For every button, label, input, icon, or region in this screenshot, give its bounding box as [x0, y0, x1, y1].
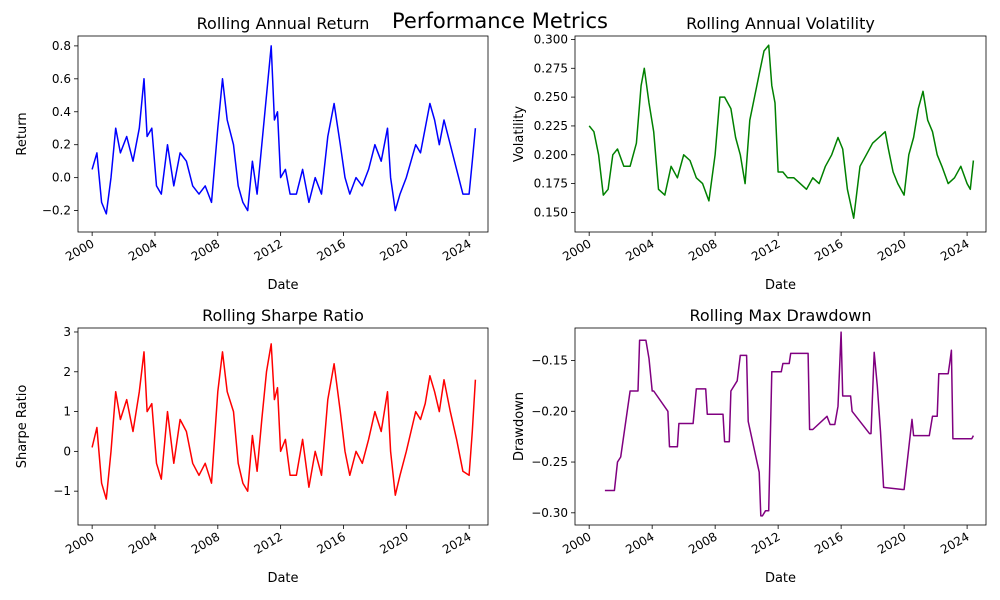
series-line — [91, 45, 477, 215]
y-tick-label: 0.275 — [534, 61, 568, 75]
x-axis-label: Date — [765, 278, 796, 293]
y-axis-label: Sharpe Ratio — [15, 385, 30, 469]
chart-title: Rolling Annual Volatility — [686, 14, 875, 33]
axes-frame — [574, 35, 987, 233]
y-tick-label: −0.2 — [42, 204, 71, 218]
axes-frame — [574, 327, 987, 526]
axes-frame — [77, 35, 489, 233]
y-tick-label: 0.250 — [534, 90, 568, 104]
y-tick-label: 2 — [63, 365, 71, 379]
y-tick-label: 0 — [63, 444, 71, 458]
y-tick-label: 0.150 — [534, 205, 568, 219]
y-tick-label: 0.175 — [534, 177, 568, 191]
y-tick-label: 0.0 — [52, 171, 71, 185]
chart-title: Rolling Annual Return — [197, 14, 370, 33]
y-tick-label: −1 — [53, 484, 71, 498]
x-axis-label: Date — [267, 571, 298, 586]
chart-title: Rolling Sharpe Ratio — [202, 306, 364, 325]
y-tick-label: −0.15 — [531, 353, 568, 367]
x-axis-label: Date — [765, 571, 796, 586]
y-tick-label: 0.8 — [52, 39, 71, 53]
y-tick-label: 0.4 — [52, 105, 71, 119]
y-tick-label: −0.25 — [531, 455, 568, 469]
axes-frame — [77, 327, 489, 526]
y-axis-label: Drawdown — [512, 392, 527, 461]
y-tick-label: 1 — [63, 405, 71, 419]
series-line — [91, 343, 477, 500]
x-axis-label: Date — [267, 278, 298, 293]
y-tick-label: 3 — [63, 325, 71, 339]
series-line — [604, 331, 975, 517]
series-line — [588, 44, 975, 219]
y-tick-label: −0.30 — [531, 506, 568, 520]
y-tick-label: 0.300 — [534, 32, 568, 46]
y-tick-label: 0.6 — [52, 72, 71, 86]
chart-panel-2: 2000 2004 2008 2012 2016 2020 20240.1500.1750.… — [512, 14, 987, 293]
y-tick-label: −0.20 — [531, 404, 568, 418]
y-tick-label: 0.200 — [534, 148, 568, 162]
y-axis-label: Return — [15, 112, 30, 155]
chart-title: Rolling Max Drawdown — [689, 306, 871, 325]
figure-title: Performance Metrics — [392, 9, 608, 33]
y-axis-label: Volatility — [512, 106, 527, 162]
y-tick-label: 0.2 — [52, 138, 71, 152]
y-tick-label: 0.225 — [534, 119, 568, 133]
